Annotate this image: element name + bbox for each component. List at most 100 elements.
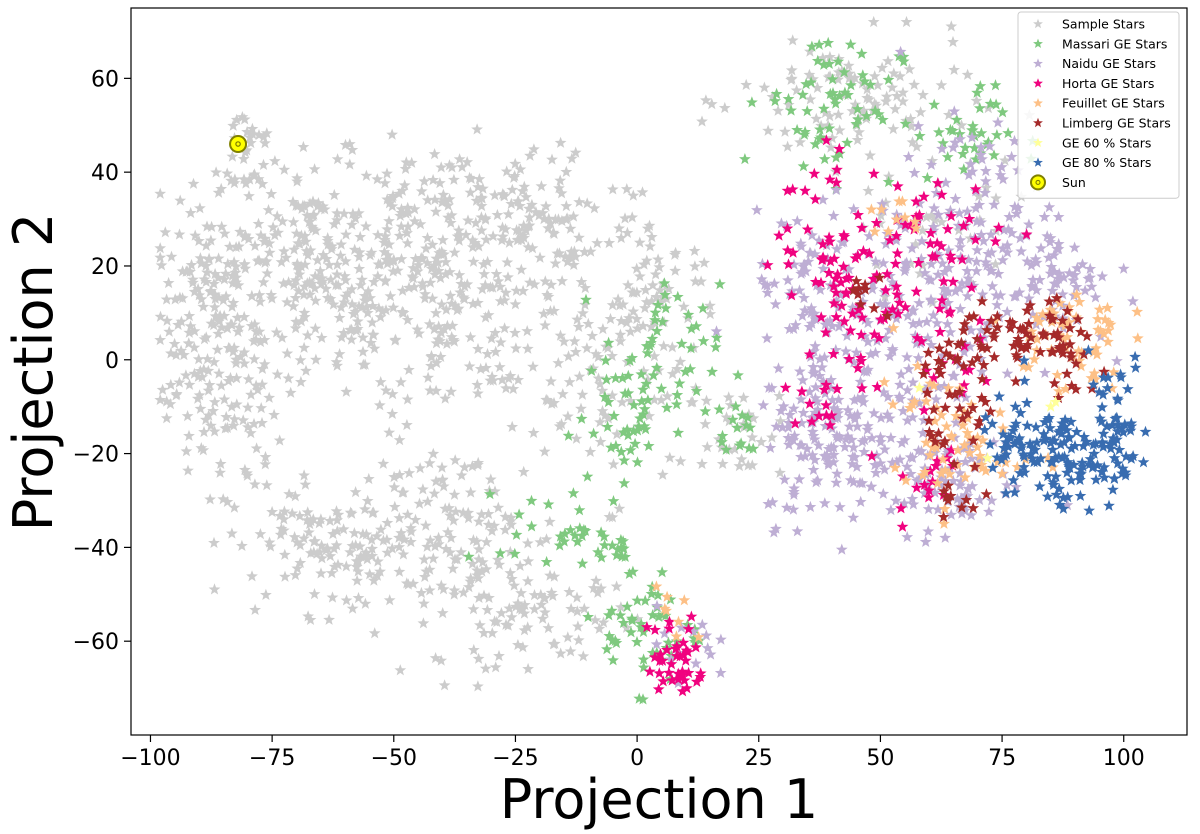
sun-marker (229, 135, 248, 154)
data-point (637, 653, 650, 665)
data-point (462, 506, 475, 518)
data-point (909, 238, 922, 250)
data-point (885, 431, 897, 444)
data-point (904, 112, 917, 125)
data-point (1049, 452, 1062, 464)
data-point (1102, 324, 1115, 336)
data-point (1115, 371, 1127, 383)
data-point (271, 210, 284, 222)
data-point (816, 361, 828, 373)
data-point (825, 373, 837, 386)
data-point (622, 429, 634, 441)
data-point (809, 392, 822, 404)
data-point (554, 329, 567, 341)
data-point (1085, 280, 1098, 292)
data-point (371, 173, 384, 185)
data-point (818, 351, 831, 363)
data-point (918, 478, 931, 491)
data-point (896, 436, 908, 449)
data-point (257, 130, 270, 143)
data-point (469, 236, 481, 249)
data-point (899, 301, 912, 313)
data-point (848, 356, 860, 368)
data-point (244, 427, 257, 439)
data-point (573, 370, 586, 382)
data-point (567, 487, 580, 499)
data-point (942, 296, 954, 309)
data-point (776, 421, 789, 433)
data-point (637, 383, 649, 395)
data-point (436, 607, 449, 619)
data-point (352, 591, 365, 604)
data-point (910, 140, 923, 152)
data-point (510, 342, 522, 354)
data-point (184, 320, 197, 332)
data-point (1090, 342, 1102, 354)
data-point (344, 546, 356, 558)
data-point (1043, 295, 1056, 307)
data-point (793, 473, 806, 485)
data-point (954, 302, 967, 315)
data-point (895, 502, 907, 514)
data-point (808, 167, 821, 179)
data-point (1058, 436, 1071, 448)
data-point (564, 222, 577, 234)
data-point (526, 198, 538, 210)
data-point (639, 594, 652, 606)
data-point (885, 504, 897, 516)
data-point (298, 200, 311, 212)
data-point (340, 560, 353, 572)
data-point (160, 412, 173, 424)
data-point (900, 15, 913, 28)
data-point (936, 257, 949, 269)
data-point (840, 433, 852, 445)
data-point (978, 423, 991, 436)
data-point (967, 434, 980, 446)
data-point (696, 457, 708, 470)
data-point (327, 298, 340, 310)
data-point (191, 392, 204, 404)
data-point (298, 288, 310, 300)
data-point (963, 311, 976, 323)
data-point (937, 137, 949, 149)
data-point (935, 240, 948, 252)
data-point (941, 223, 954, 235)
data-point (472, 456, 485, 469)
data-point (506, 183, 519, 195)
data-point (423, 318, 436, 330)
data-point (622, 279, 634, 291)
data-point (261, 267, 274, 279)
data-point (1054, 424, 1067, 436)
data-point (851, 249, 864, 261)
data-point (480, 536, 493, 548)
data-point (656, 315, 669, 327)
data-point (606, 634, 619, 646)
data-point (540, 555, 553, 568)
data-point (747, 412, 760, 424)
data-point (829, 343, 842, 356)
data-point (194, 202, 206, 214)
data-point (827, 456, 840, 468)
data-point (974, 80, 987, 92)
data-point (720, 443, 733, 455)
data-point (1009, 375, 1022, 387)
data-point (233, 321, 246, 333)
plot-frame (130, 7, 1188, 736)
data-point (360, 169, 373, 181)
data-point (331, 525, 344, 537)
data-point (346, 298, 358, 310)
data-point (278, 505, 291, 517)
data-point (1070, 425, 1083, 438)
data-point (1010, 349, 1023, 361)
data-point (975, 141, 987, 153)
data-point (897, 86, 909, 98)
data-point (332, 558, 344, 570)
data-point (1106, 382, 1118, 394)
data-point (448, 173, 460, 185)
data-point (976, 153, 988, 165)
data-point (298, 306, 311, 318)
data-point (307, 513, 320, 525)
data-point (633, 692, 646, 704)
data-point (663, 622, 676, 634)
data-point (1033, 315, 1046, 327)
